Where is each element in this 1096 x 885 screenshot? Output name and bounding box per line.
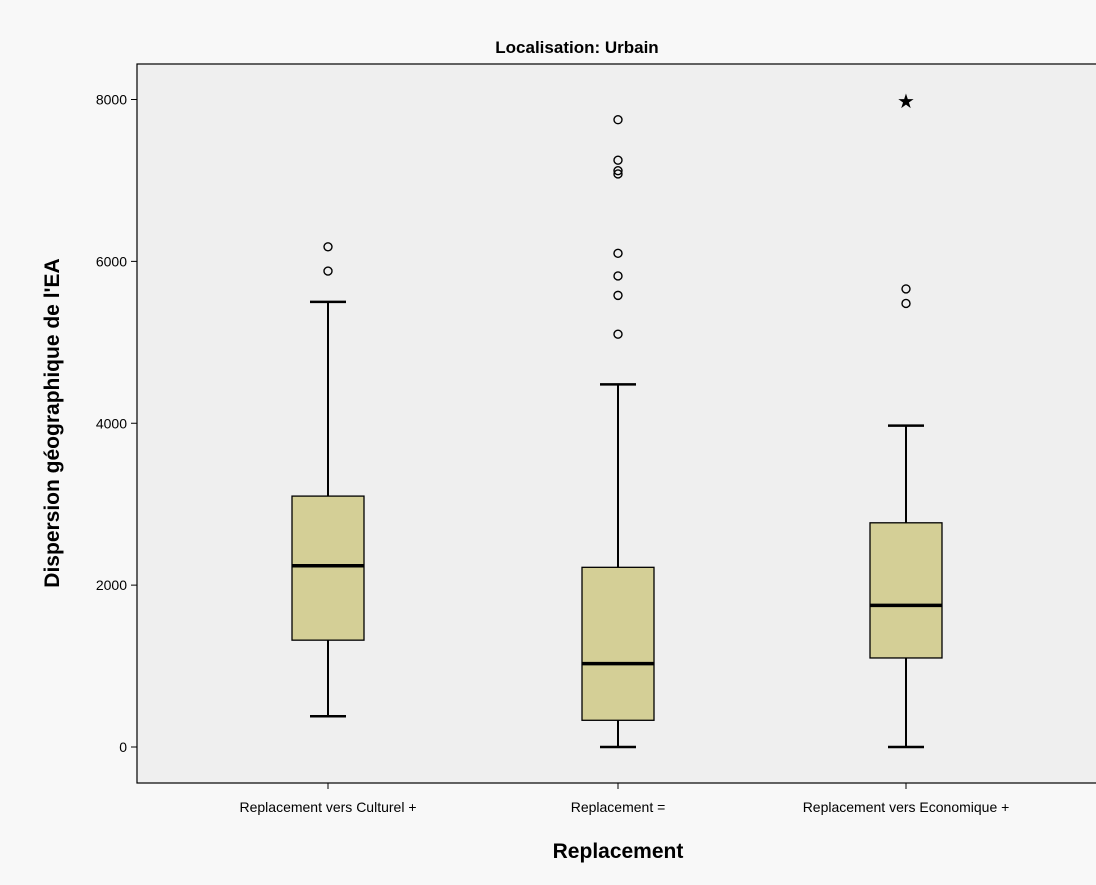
outlier-point — [323, 266, 333, 276]
y-tick-label: 0 — [119, 739, 127, 755]
x-tick-label: Replacement vers Culturel + — [239, 799, 416, 815]
outlier-point — [613, 271, 623, 281]
outlier-point — [613, 329, 623, 339]
y-tick-label: 4000 — [96, 415, 127, 431]
outlier-point — [613, 155, 623, 165]
y-tick-label: 6000 — [96, 253, 127, 269]
box — [869, 522, 943, 659]
x-tick-label: Replacement vers Economique + — [803, 799, 1010, 815]
x-axis-title: Replacement — [553, 840, 684, 863]
chart-title: Localisation: Urbain — [495, 38, 658, 57]
y-tick-label: 8000 — [96, 92, 127, 108]
x-tick-label: Replacement = — [571, 799, 666, 815]
outlier-point — [323, 242, 333, 252]
box — [291, 495, 365, 641]
outlier-point — [613, 166, 623, 176]
outlier-point — [613, 115, 623, 125]
outlier-point — [613, 248, 623, 258]
extreme-point: ★ — [897, 89, 915, 113]
outlier-point — [901, 284, 911, 294]
outlier-point — [613, 169, 623, 179]
box — [581, 566, 655, 721]
y-axis-title: Dispersion géographique de l'EA — [41, 258, 64, 587]
plot-area: 0 2000 4000 6000 8000 Replacement vers Cultur… — [96, 63, 1096, 815]
y-tick-label: 2000 — [96, 577, 127, 593]
outlier-point — [613, 290, 623, 301]
outlier-point — [901, 298, 911, 309]
